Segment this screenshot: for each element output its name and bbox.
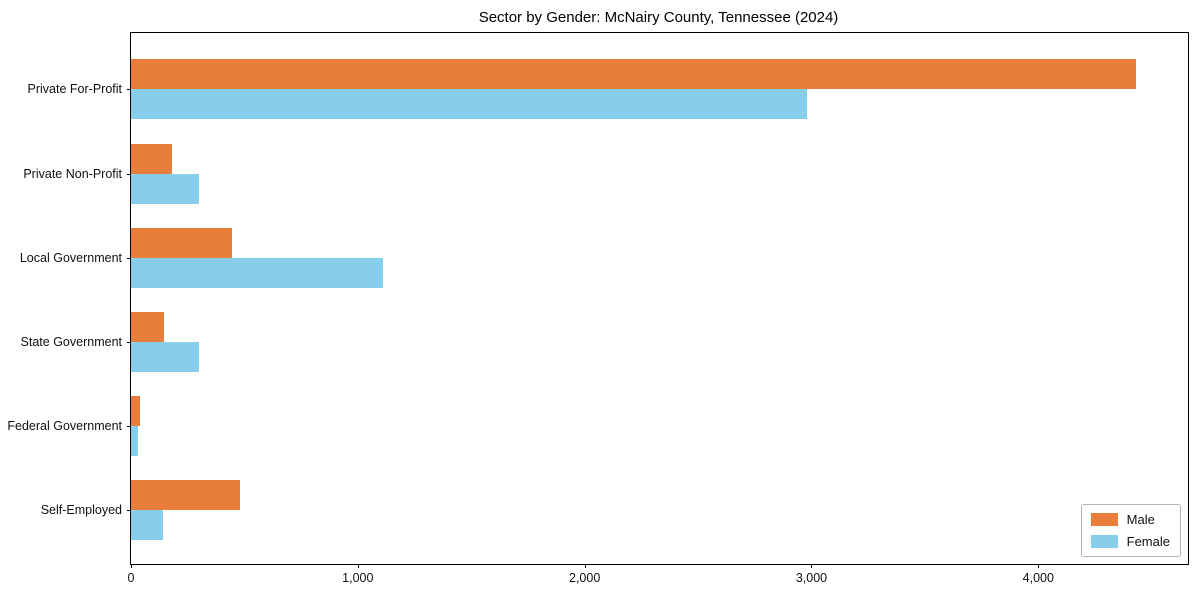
legend-item-male: Male [1090,512,1170,527]
y-tick-label-local-government: Local Government [19,250,122,265]
y-tick-label-self-employed: Self-Employed [40,503,122,518]
legend-item-female: Female [1090,534,1170,549]
bar-female-federal-government [131,425,138,456]
legend-label-female: Female [1126,534,1170,549]
bar-male-state-government [131,311,164,342]
bar-female-private-for-profit [131,89,807,120]
plot-area: Male Female Private For-Profit Private No… [7,32,1189,585]
x-tick-label-0: 0 [127,571,135,585]
x-tick-label-2-000: 2,000 [569,571,601,585]
y-tick-label-state-government: State Government [20,334,122,349]
bar-male-federal-government [131,395,141,426]
bar-male-private-non-profit [131,143,172,174]
x-tick-mark [1038,564,1040,568]
bar-male-private-for-profit [131,59,1136,90]
x-tick-label-3-000: 3,000 [795,571,828,585]
y-tick-mark [127,257,131,259]
chart-title: Sector by Gender: McNairy County, Tennes… [478,9,839,26]
y-tick-mark [127,173,131,175]
bar-female-private-non-profit [131,173,200,204]
legend-label-male: Male [1126,512,1155,527]
y-tick-label-private-for-profit: Private For-Profit [27,82,122,97]
legend-swatch-female [1090,535,1118,548]
x-tick-mark [584,564,586,568]
legend: Male Female [1080,504,1181,557]
y-tick-label-private-non-profit: Private Non-Profit [23,166,122,181]
legend-swatch-male [1090,513,1118,526]
bar-male-self-employed [131,480,240,511]
bar-male-local-government [131,227,232,258]
y-tick-mark [127,89,131,91]
y-tick-label-federal-government: Federal Government [7,418,122,433]
y-tick-mark [127,425,131,427]
x-tick-mark [811,564,813,568]
x-tick-label-1-000: 1,000 [342,571,374,585]
y-tick-mark [127,341,131,343]
bar-female-self-employed [131,510,163,541]
bar-female-state-government [131,341,200,372]
x-tick-label-4-000: 4,000 [1022,571,1054,585]
x-tick-mark [131,564,132,568]
y-tick-mark [127,510,131,512]
bar-female-local-government [131,257,383,288]
x-tick-mark [357,564,359,568]
